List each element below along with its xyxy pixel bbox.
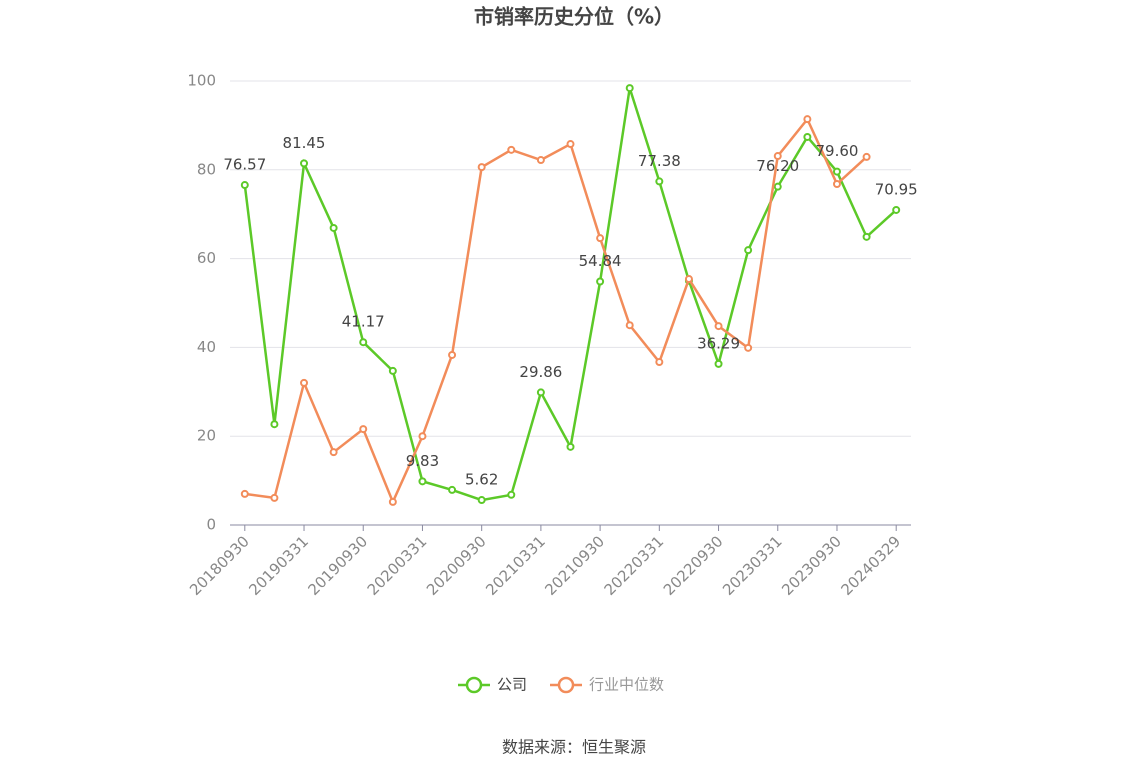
- data-point: [300, 159, 309, 168]
- data-point: [240, 489, 249, 498]
- data-point: [418, 477, 427, 486]
- data-label: 29.86: [519, 363, 562, 381]
- x-tick-label: 20200331: [364, 532, 431, 599]
- y-tick-label: 40: [197, 338, 216, 356]
- data-point: [536, 388, 545, 397]
- data-point: [329, 223, 338, 232]
- series-line: [243, 87, 898, 502]
- data-point: [596, 234, 605, 243]
- legend-swatch: [557, 676, 575, 694]
- data-point: [477, 496, 486, 505]
- data-point: [773, 182, 782, 191]
- y-tick-label: 80: [197, 160, 216, 178]
- data-point: [448, 485, 457, 494]
- data-point: [862, 232, 871, 241]
- data-point: [892, 205, 901, 214]
- legend-label: 公司: [497, 676, 527, 694]
- y-tick-label: 0: [206, 516, 216, 534]
- data-label: 54.84: [579, 252, 622, 270]
- data-label: 79.60: [816, 142, 859, 160]
- data-label: 70.95: [875, 180, 918, 198]
- data-point: [714, 322, 723, 331]
- y-tick-label: 60: [197, 249, 216, 267]
- data-point: [625, 321, 634, 330]
- x-tick-label: 20200930: [423, 532, 490, 599]
- x-tick-label: 20210930: [541, 532, 608, 599]
- x-tick-label: 20210331: [482, 532, 549, 599]
- x-tick-label: 20190331: [245, 532, 312, 599]
- data-point: [655, 177, 664, 186]
- series-line: [244, 116, 868, 506]
- x-tick-label: 20230331: [719, 532, 786, 599]
- data-point: [300, 378, 309, 387]
- x-tick-label: 20240329: [837, 532, 904, 599]
- data-point: [388, 366, 397, 375]
- x-tick-label: 20220930: [660, 532, 727, 599]
- data-point: [270, 420, 279, 429]
- data-point: [507, 490, 516, 499]
- x-tick-label: 20230930: [778, 532, 845, 599]
- data-label: 77.38: [638, 152, 681, 170]
- data-point: [655, 358, 664, 367]
- data-label: 76.20: [756, 157, 799, 175]
- legend-label: 行业中位数: [589, 676, 664, 694]
- legend-swatch: [465, 676, 483, 694]
- data-label: 36.29: [697, 334, 740, 352]
- data-point: [625, 84, 634, 93]
- data-point: [329, 448, 338, 457]
- y-tick-label: 20: [197, 427, 216, 445]
- x-tick-label: 20190930: [305, 532, 372, 599]
- x-tick-label: 20220331: [601, 532, 668, 599]
- data-point: [832, 180, 841, 189]
- data-point: [773, 152, 782, 161]
- y-tick-label: 100: [187, 72, 216, 90]
- data-point: [803, 132, 812, 141]
- data-point: [536, 156, 545, 165]
- data-point: [359, 338, 368, 347]
- data-point: [507, 145, 516, 154]
- data-label: 41.17: [342, 313, 385, 331]
- data-point: [448, 350, 457, 359]
- legend: 公司 行业中位数: [458, 676, 664, 694]
- data-label: 5.62: [465, 471, 498, 489]
- data-point: [240, 181, 249, 190]
- data-point: [714, 359, 723, 368]
- data-label: 9.83: [406, 452, 439, 470]
- data-point: [596, 277, 605, 286]
- data-point: [359, 425, 368, 434]
- source-note: 数据来源：恒生聚源: [502, 738, 646, 757]
- chart-title: 市销率历史分位（%）: [474, 5, 674, 29]
- data-point: [803, 115, 812, 124]
- data-point: [566, 140, 575, 149]
- x-tick-label: 20180930: [186, 532, 253, 599]
- data-point: [744, 343, 753, 352]
- data-label: 76.57: [223, 156, 266, 174]
- data-point: [566, 442, 575, 451]
- data-point: [832, 167, 841, 176]
- data-point: [744, 246, 753, 255]
- data-label: 81.45: [283, 134, 326, 152]
- data-point: [388, 497, 397, 506]
- data-point: [684, 275, 693, 284]
- data-point: [418, 432, 427, 441]
- data-point: [477, 163, 486, 172]
- data-point: [862, 152, 871, 161]
- data-point: [270, 493, 279, 502]
